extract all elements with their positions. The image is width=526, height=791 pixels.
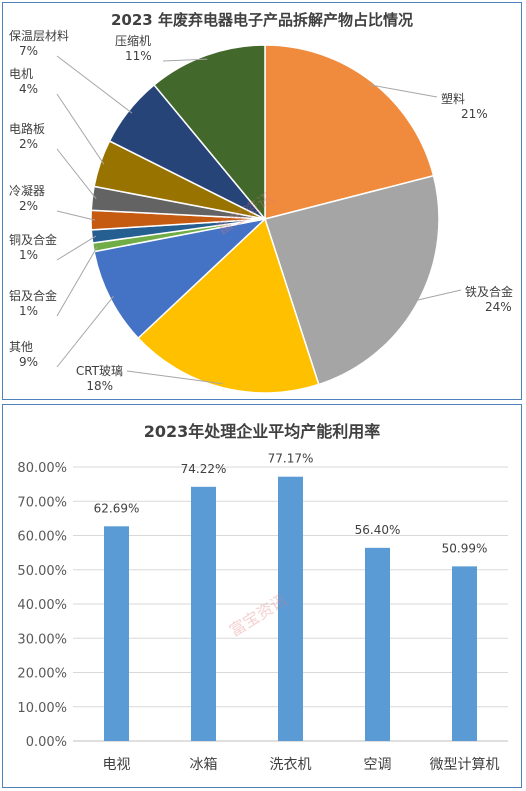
bar-category-label: 微型计算机 xyxy=(430,757,500,773)
pie-slice-percent: 7% xyxy=(19,44,38,58)
bar-y-tick-label: 60.00% xyxy=(17,530,67,545)
pie-leader-line xyxy=(56,93,105,165)
pie-slice-percent: 2% xyxy=(19,199,38,213)
bar-1 xyxy=(104,526,129,741)
bar-y-tick-label: 70.00% xyxy=(17,495,67,510)
pie-slice-percent: 1% xyxy=(19,248,38,262)
pie-slice-percent: 1% xyxy=(19,304,38,318)
pie-slice-percent: 11% xyxy=(125,49,152,63)
bar-value-label: 77.17% xyxy=(268,452,314,466)
bar-y-tick-label: 0.00% xyxy=(26,735,67,750)
bar-y-tick-label: 20.00% xyxy=(17,667,67,682)
pie-leader-line xyxy=(56,235,97,261)
bar-3 xyxy=(278,476,303,741)
pie-chart-title: 2023 年废弃电器电子产品拆解产物占比情况 xyxy=(111,11,413,29)
pie-slice xyxy=(137,217,320,394)
pie-slice-percent: 4% xyxy=(19,82,38,96)
pie-slice xyxy=(264,174,440,386)
pie-chart-panel: 2023 年废弃电器电子产品拆解产物占比情况 塑料 21% 铁及合金 24% CRT玻璃… xyxy=(2,2,522,400)
bar-chart: 2023年处理企业平均产能利用率 0.00% 10.00% 20.00% 30.00%… xyxy=(17,422,508,773)
pie-leader-line xyxy=(56,55,133,114)
bar-value-label: 50.99% xyxy=(442,541,488,555)
bar-5 xyxy=(452,566,477,741)
bar-value-label: 62.69% xyxy=(94,501,140,515)
bar-y-tick-label: 30.00% xyxy=(17,632,67,647)
pie-slice xyxy=(264,44,435,220)
pie-slice-name: CRT玻璃 xyxy=(76,364,123,378)
bar-value-label: 56.40% xyxy=(355,523,401,537)
pie-slice-percent: 18% xyxy=(86,379,113,393)
pie-slice-name: 铜及合金 xyxy=(9,232,57,247)
bar-4 xyxy=(365,547,390,741)
pie-slice-name: 电路板 xyxy=(9,121,45,136)
bar-chart-panel: 2023年处理企业平均产能利用率 0.00% 10.00% 20.00% 30.00%… xyxy=(2,404,522,788)
pie-slice-percent: 24% xyxy=(485,300,512,314)
pie-slice-name: 电机 xyxy=(9,67,33,81)
pie-slice-name: 铝及合金 xyxy=(9,288,57,303)
pie-leader-line xyxy=(56,295,114,368)
pie-leader-line xyxy=(56,148,97,200)
bar-y-tick-label: 10.00% xyxy=(17,701,67,716)
pie-leader-line xyxy=(56,246,98,317)
bar-value-label: 74.22% xyxy=(181,462,227,476)
pie-leader-line xyxy=(162,58,208,62)
pie-leader-line xyxy=(126,370,223,385)
bar-category-label: 电视 xyxy=(103,757,131,773)
pie-slice-name: 保温层材料 xyxy=(9,29,69,43)
bar-2 xyxy=(191,486,216,741)
bar-category-label: 空调 xyxy=(364,757,392,773)
pie-slice-percent: 21% xyxy=(461,107,488,121)
pie-slice-name: 其他 xyxy=(9,340,33,354)
bar-category-label: 洗衣机 xyxy=(270,757,312,773)
pie-leader-line xyxy=(369,84,438,98)
bar-y-tick-label: 50.00% xyxy=(17,564,67,579)
pie-slice-percent: 9% xyxy=(19,355,38,369)
pie-slice xyxy=(153,44,266,222)
pie-leader-line xyxy=(56,210,96,221)
bar-y-tick-label: 40.00% xyxy=(17,598,67,613)
bar-y-tick-label: 80.00% xyxy=(17,461,67,476)
pie-slice-name: 铁及合金 xyxy=(465,284,513,299)
pie-slice-name: 冷凝器 xyxy=(9,183,45,198)
pie-slice-name: 塑料 xyxy=(441,91,465,106)
pie-slice xyxy=(93,217,268,340)
bar-chart-title: 2023年处理企业平均产能利用率 xyxy=(144,422,381,441)
bar-category-label: 冰箱 xyxy=(190,757,218,773)
pie-leader-line xyxy=(413,289,462,302)
pie-slice-name: 压缩机 xyxy=(115,33,151,48)
pie-slice-percent: 2% xyxy=(19,137,38,151)
